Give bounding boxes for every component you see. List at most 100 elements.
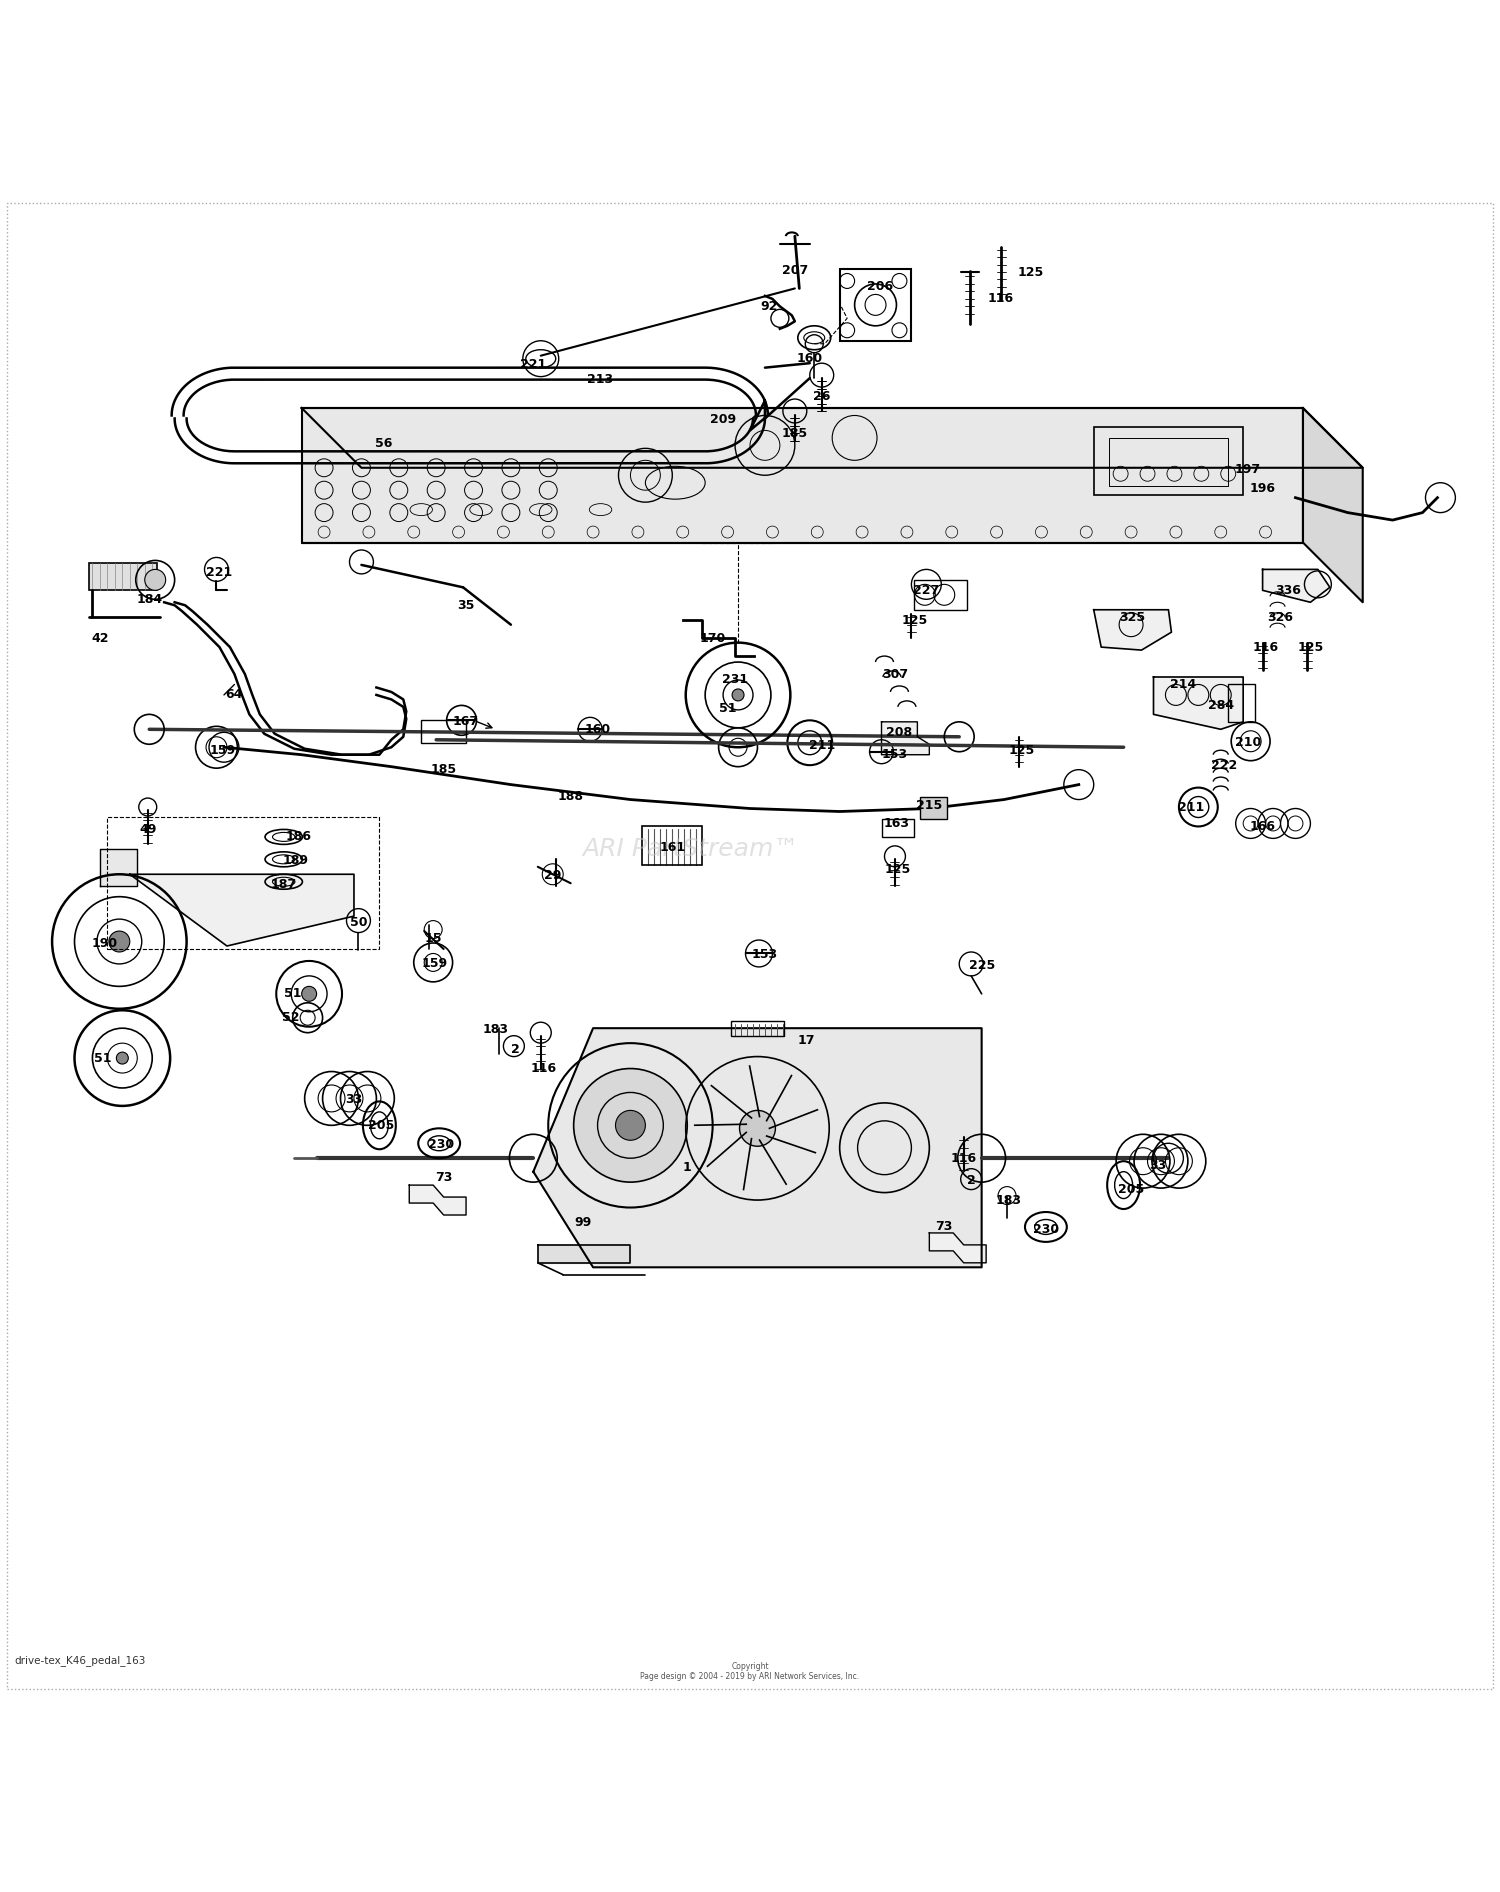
Polygon shape — [130, 874, 354, 946]
Bar — [1228, 685, 1256, 723]
Bar — [730, 1020, 784, 1035]
Text: 116: 116 — [531, 1061, 556, 1075]
Text: 197: 197 — [1234, 464, 1260, 475]
Text: 33: 33 — [345, 1094, 363, 1107]
Text: 163: 163 — [884, 817, 909, 831]
Circle shape — [117, 1052, 129, 1063]
Text: 213: 213 — [588, 373, 613, 386]
Text: 125: 125 — [1298, 641, 1323, 653]
Circle shape — [732, 689, 744, 700]
Text: 92: 92 — [760, 299, 778, 312]
Text: 167: 167 — [453, 715, 478, 728]
Text: 17: 17 — [798, 1033, 816, 1046]
Text: 116: 116 — [951, 1152, 976, 1165]
Text: 186: 186 — [285, 831, 312, 844]
Text: 206: 206 — [867, 280, 892, 293]
Text: 99: 99 — [574, 1217, 591, 1230]
Text: 326: 326 — [1268, 611, 1293, 624]
Text: 227: 227 — [914, 585, 939, 596]
Text: 2: 2 — [512, 1042, 519, 1056]
Polygon shape — [302, 409, 1304, 543]
Circle shape — [615, 1111, 645, 1141]
Text: Copyright
Page design © 2004 - 2019 by ARI Network Services, Inc.: Copyright Page design © 2004 - 2019 by A… — [640, 1661, 860, 1682]
Polygon shape — [1263, 569, 1330, 602]
Bar — [882, 819, 915, 836]
Text: 325: 325 — [1119, 611, 1146, 624]
Polygon shape — [534, 1027, 981, 1268]
Text: 170: 170 — [699, 632, 726, 645]
Text: 160: 160 — [585, 723, 610, 736]
Text: 1: 1 — [682, 1160, 692, 1173]
Text: 183: 183 — [996, 1194, 1022, 1207]
Polygon shape — [302, 409, 1362, 467]
Text: ARI PartStream™: ARI PartStream™ — [582, 836, 798, 861]
Polygon shape — [1154, 677, 1244, 728]
Circle shape — [144, 569, 165, 590]
Text: 153: 153 — [882, 747, 908, 761]
Text: 29: 29 — [544, 868, 561, 882]
Text: 161: 161 — [658, 840, 686, 853]
Text: 210: 210 — [1234, 736, 1262, 749]
Text: 116: 116 — [988, 293, 1014, 305]
Polygon shape — [1304, 409, 1362, 602]
Text: 125: 125 — [1019, 265, 1044, 278]
Text: 185: 185 — [782, 428, 808, 441]
Text: 230: 230 — [427, 1139, 453, 1150]
Text: 284: 284 — [1208, 698, 1234, 711]
Text: 26: 26 — [813, 390, 831, 403]
Text: 225: 225 — [969, 959, 994, 972]
Text: 33: 33 — [1149, 1160, 1167, 1173]
Polygon shape — [882, 723, 930, 755]
Bar — [840, 269, 912, 341]
Text: 35: 35 — [458, 598, 474, 611]
Circle shape — [573, 1069, 687, 1182]
Text: 116: 116 — [1252, 641, 1278, 653]
Bar — [1094, 428, 1244, 494]
Bar — [90, 564, 156, 590]
Text: 215: 215 — [916, 798, 942, 812]
Text: 221: 221 — [207, 566, 232, 579]
Bar — [921, 797, 948, 819]
Text: 205: 205 — [368, 1118, 394, 1131]
Text: 49: 49 — [140, 823, 156, 836]
Bar — [915, 579, 966, 609]
Polygon shape — [1094, 609, 1172, 651]
Text: 183: 183 — [483, 1024, 508, 1037]
Bar — [108, 817, 380, 950]
Polygon shape — [100, 850, 138, 885]
Text: 211: 211 — [808, 740, 836, 753]
Text: 209: 209 — [710, 414, 736, 426]
Polygon shape — [538, 1245, 630, 1262]
Text: 207: 207 — [782, 265, 808, 276]
Text: drive-tex_K46_pedal_163: drive-tex_K46_pedal_163 — [15, 1656, 146, 1667]
Text: 221: 221 — [520, 358, 546, 371]
Text: 51: 51 — [94, 1052, 111, 1065]
Polygon shape — [930, 1234, 986, 1262]
Text: 189: 189 — [282, 855, 309, 867]
Circle shape — [110, 931, 130, 952]
Text: 205: 205 — [1118, 1182, 1144, 1196]
Text: 159: 159 — [210, 744, 236, 757]
Text: 160: 160 — [796, 352, 824, 365]
Text: 188: 188 — [558, 791, 584, 802]
Text: 2: 2 — [968, 1175, 975, 1186]
Text: 125: 125 — [1010, 744, 1035, 757]
Text: 56: 56 — [375, 437, 393, 450]
Polygon shape — [410, 1184, 466, 1215]
Text: 230: 230 — [1034, 1224, 1059, 1237]
Circle shape — [302, 986, 316, 1001]
Text: 166: 166 — [1250, 819, 1275, 832]
Text: 185: 185 — [430, 762, 456, 776]
Text: 184: 184 — [136, 592, 162, 605]
Text: 196: 196 — [1250, 482, 1275, 496]
Text: 15: 15 — [424, 933, 442, 944]
Text: 42: 42 — [92, 632, 108, 645]
Text: 125: 125 — [902, 613, 927, 626]
Text: 222: 222 — [1210, 759, 1237, 772]
Text: 125: 125 — [885, 863, 910, 876]
Bar — [422, 721, 466, 744]
Text: 64: 64 — [225, 689, 243, 702]
Text: 214: 214 — [1170, 677, 1197, 691]
Text: 52: 52 — [282, 1010, 300, 1024]
Text: 336: 336 — [1275, 585, 1300, 596]
